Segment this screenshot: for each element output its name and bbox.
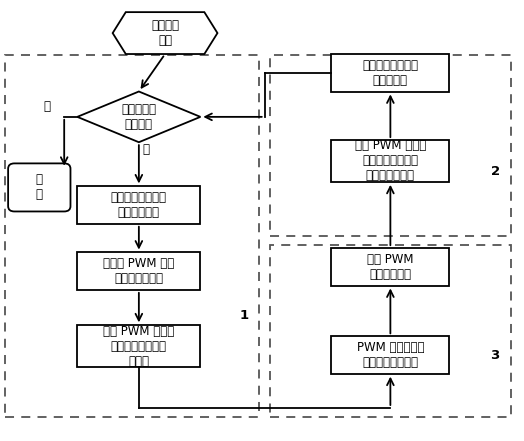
Bar [270,245,511,417]
Bar [270,55,511,236]
FancyBboxPatch shape [78,252,200,290]
FancyBboxPatch shape [78,186,200,224]
FancyBboxPatch shape [78,325,200,367]
Text: 插补计算各运动轴
的位置与速度: 插补计算各运动轴 的位置与速度 [111,191,167,219]
Text: 否: 否 [142,143,149,157]
Text: 将位置跟踪结果写
入共享内存: 将位置跟踪结果写 入共享内存 [363,59,418,87]
Text: 3: 3 [490,348,500,362]
Text: 是: 是 [43,100,51,113]
FancyBboxPatch shape [8,164,70,212]
Text: 1: 1 [239,309,248,322]
Text: 停
止: 停 止 [36,173,43,202]
Bar [5,55,259,417]
Polygon shape [78,92,200,142]
Text: 2: 2 [490,165,500,179]
Text: 更新 PWM 控制器
相应通道的输出脉
冲频率: 更新 PWM 控制器 相应通道的输出脉 冲频率 [103,325,174,368]
FancyBboxPatch shape [331,54,449,92]
FancyBboxPatch shape [331,248,449,286]
Text: 响应 PWM 事件中
断请求，进行运动
位置跟踪，计算: 响应 PWM 事件中 断请求，进行运动 位置跟踪，计算 [355,139,426,183]
Text: 发送 PWM
事件中断请求: 发送 PWM 事件中断请求 [367,253,413,281]
Text: PWM 控制器各通
道产生并输出脉冲: PWM 控制器各通 道产生并输出脉冲 [357,341,424,369]
Polygon shape [113,12,217,54]
FancyBboxPatch shape [331,336,449,374]
Text: 运动控制
指令: 运动控制 指令 [151,19,179,47]
Text: 各轴到达目
标位置？: 各轴到达目 标位置？ [122,103,156,131]
FancyBboxPatch shape [331,140,449,182]
Text: 转换成 PWM 相应
通道的脉冲频率: 转换成 PWM 相应 通道的脉冲频率 [103,257,174,285]
